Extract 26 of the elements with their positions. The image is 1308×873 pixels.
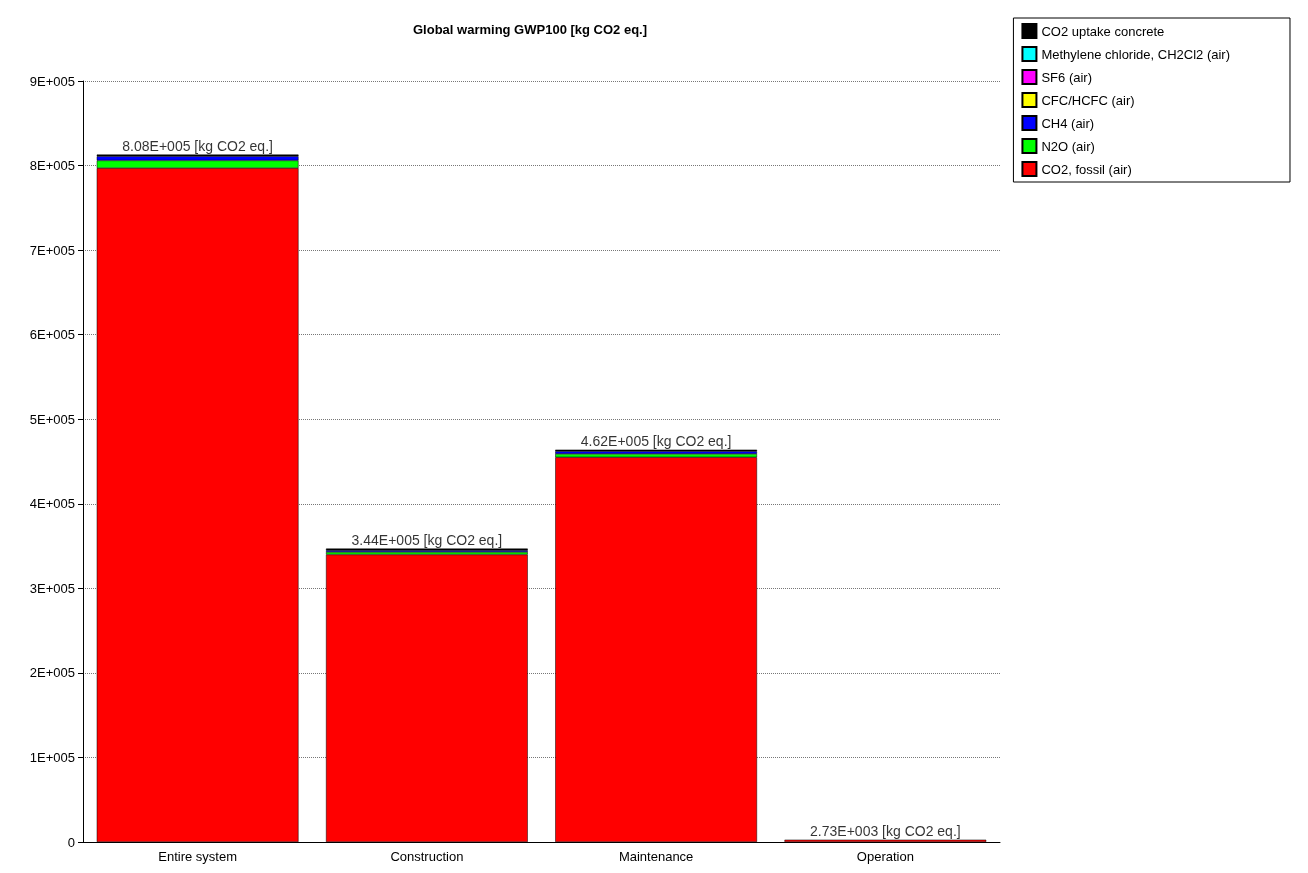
chart-title: Global warming GWP100 [kg CO2 eq.] [413, 22, 648, 37]
legend-label: CH4 (air) [1041, 115, 1095, 131]
total-label: 4.62E+005 [kg CO2 eq.] [580, 432, 732, 449]
x-tick-label: Construction [390, 849, 464, 864]
y-tick-label: 5E+005 [29, 411, 75, 427]
y-tick-label: 6E+005 [29, 327, 75, 343]
total-label: 8.08E+005 [kg CO2 eq.] [122, 137, 273, 154]
x-tick-label: Maintenance [618, 849, 694, 864]
x-tick-label: Operation [856, 849, 914, 864]
legend-label: CO2, fossil (air) [1041, 161, 1132, 177]
y-tick-label: 2E+005 [29, 665, 75, 681]
legend-label: Methylene chloride, CH2Cl2 (air) [1041, 46, 1231, 62]
y-tick-label: 0 [67, 834, 75, 850]
total-label: 3.44E+005 [kg CO2 eq.] [351, 531, 503, 548]
legend-label: SF6 (air) [1041, 69, 1092, 85]
legend-label: CFC/HCFC (air) [1041, 92, 1135, 108]
y-tick-label: 8E+005 [29, 158, 75, 174]
x-tick-label: Entire system [158, 849, 237, 864]
y-tick-label: 9E+005 [29, 73, 75, 89]
y-tick-label: 4E+005 [29, 496, 75, 512]
legend-label: N2O (air) [1041, 138, 1095, 154]
legend-label: CO2 uptake concrete [1041, 23, 1165, 39]
total-label: 2.73E+003 [kg CO2 eq.] [810, 822, 961, 839]
y-tick-label: 1E+005 [29, 749, 75, 765]
y-tick-label: 3E+005 [29, 580, 75, 596]
y-tick-label: 7E+005 [29, 242, 75, 258]
